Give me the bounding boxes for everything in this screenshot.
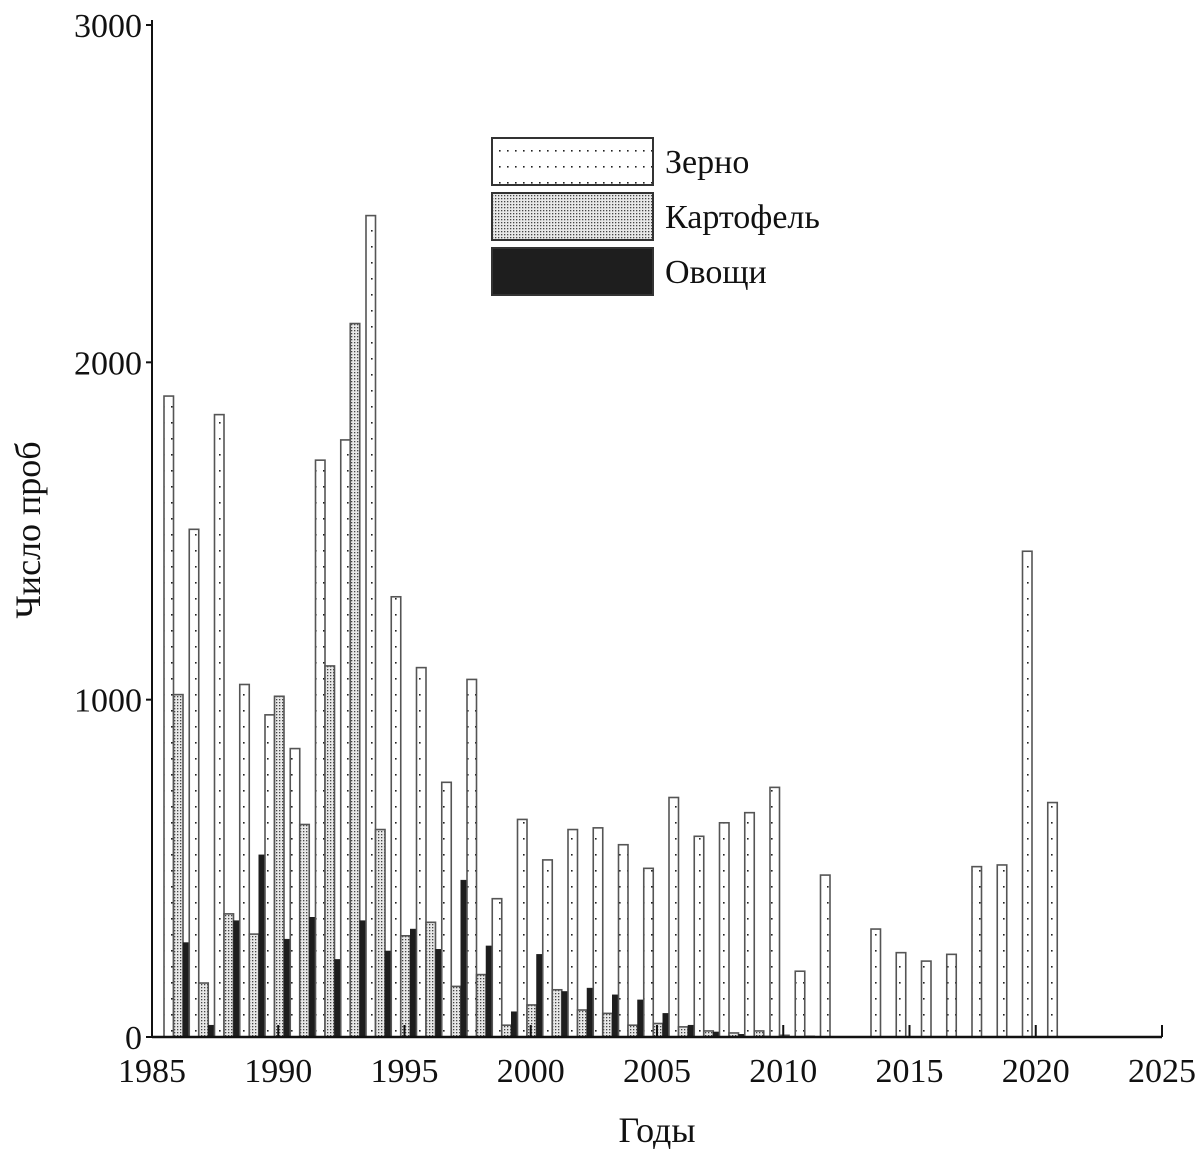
- bar-grain-1987: [188, 528, 200, 1038]
- x-tick-label: 1985: [118, 1053, 186, 1090]
- bar-grain-2010: [769, 786, 781, 1038]
- bar-potato-1991: [298, 823, 311, 1038]
- bar-potato-1997: [450, 985, 462, 1038]
- legend-label-1: Картофель: [665, 199, 820, 236]
- bar-grain-2015: [895, 951, 907, 1038]
- x-tick-label: 2015: [876, 1053, 944, 1090]
- bar-potato-2006: [677, 1026, 689, 1038]
- bar-grain-2004: [617, 843, 629, 1038]
- bar-grain-2018: [971, 865, 983, 1038]
- y-tick-label: 1000: [74, 683, 142, 720]
- x-tick-label: 2000: [497, 1053, 565, 1090]
- bar-grain-2008: [718, 821, 730, 1038]
- bar-grain-2002: [567, 828, 579, 1038]
- bar-grain-2006: [668, 796, 680, 1038]
- y-tick-label: 2000: [74, 345, 142, 382]
- y-axis-label: Число проб: [8, 441, 48, 618]
- legend: Зерно Картофель Овощи: [491, 137, 820, 296]
- bar-grain-1997: [440, 781, 453, 1038]
- bar-potato-2001: [551, 988, 563, 1038]
- bar-grain-2009: [743, 811, 756, 1038]
- bar-potato-1994: [374, 828, 386, 1038]
- bars-group: [163, 214, 1059, 1038]
- axes: 0 1000 2000 3000 1985 1990 1995 2000 2005 2010 201…: [74, 8, 1196, 1090]
- bar-potato-1993: [349, 322, 361, 1038]
- x-tick-label: 2005: [623, 1053, 691, 1090]
- bar-grain-2020: [1021, 550, 1033, 1038]
- legend-swatch-2: [491, 247, 654, 296]
- bar-potato-1995: [399, 934, 412, 1038]
- bar-potato-1996: [425, 921, 437, 1038]
- legend-label-0: Зерно: [665, 144, 749, 181]
- bar-grain-2007: [693, 835, 705, 1038]
- bar-grain-1992: [314, 459, 326, 1038]
- bar-grain-1996: [415, 666, 427, 1038]
- bar-grain-2005: [642, 867, 655, 1038]
- bar-grain-2021: [1046, 801, 1059, 1038]
- bar-grain-2000: [516, 818, 528, 1038]
- legend-swatch-0: [491, 137, 654, 186]
- bar-grain-2003: [592, 827, 604, 1038]
- bar-grain-1994: [365, 214, 377, 1038]
- bar-potato-1990: [273, 695, 285, 1038]
- bar-grain-2017: [945, 953, 958, 1038]
- x-tick-label: 2020: [1002, 1053, 1070, 1090]
- bar-potato-2004: [627, 1024, 639, 1038]
- legend-label-2: Овощи: [665, 254, 767, 291]
- y-tick-label: 3000: [74, 8, 142, 45]
- bar-grain-1993: [339, 439, 352, 1038]
- bar-grain-2016: [920, 960, 932, 1038]
- bar-grain-2019: [996, 864, 1008, 1038]
- legend-swatch-1: [491, 192, 654, 241]
- bar-grain-1995: [390, 595, 402, 1038]
- bar-grain-1989: [238, 683, 251, 1038]
- bar-potato-1989: [248, 933, 260, 1038]
- bar-potato-1988: [223, 913, 235, 1038]
- bar-potato-1999: [500, 1024, 513, 1038]
- x-tick-label: 1995: [371, 1053, 439, 1090]
- bar-potato-1992: [324, 665, 336, 1038]
- bar-potato-1986: [172, 693, 184, 1038]
- bar-grain-2011: [794, 970, 806, 1038]
- bar-grain-1990: [264, 714, 276, 1038]
- bar-grain-1986: [163, 395, 175, 1038]
- bar-grain-1988: [213, 413, 225, 1038]
- bar-potato-1987: [197, 982, 210, 1038]
- y-tick-label: 0: [125, 1020, 142, 1057]
- bar-grain-1998: [466, 678, 478, 1038]
- bar-grain-2014: [870, 928, 882, 1038]
- x-tick-label: 2025: [1128, 1053, 1196, 1090]
- bar-grain-1991: [289, 747, 301, 1038]
- bar-grain-2012: [819, 874, 831, 1038]
- bar-potato-1998: [475, 973, 487, 1038]
- x-tick-label: 2010: [749, 1053, 817, 1090]
- x-tick-label: 1990: [244, 1053, 312, 1090]
- bar-grain-1999: [491, 897, 503, 1038]
- bar-potato-2003: [601, 1012, 614, 1038]
- bar-potato-2002: [576, 1009, 588, 1038]
- x-axis-label: Годы: [618, 1110, 695, 1150]
- bar-grain-2001: [541, 859, 554, 1038]
